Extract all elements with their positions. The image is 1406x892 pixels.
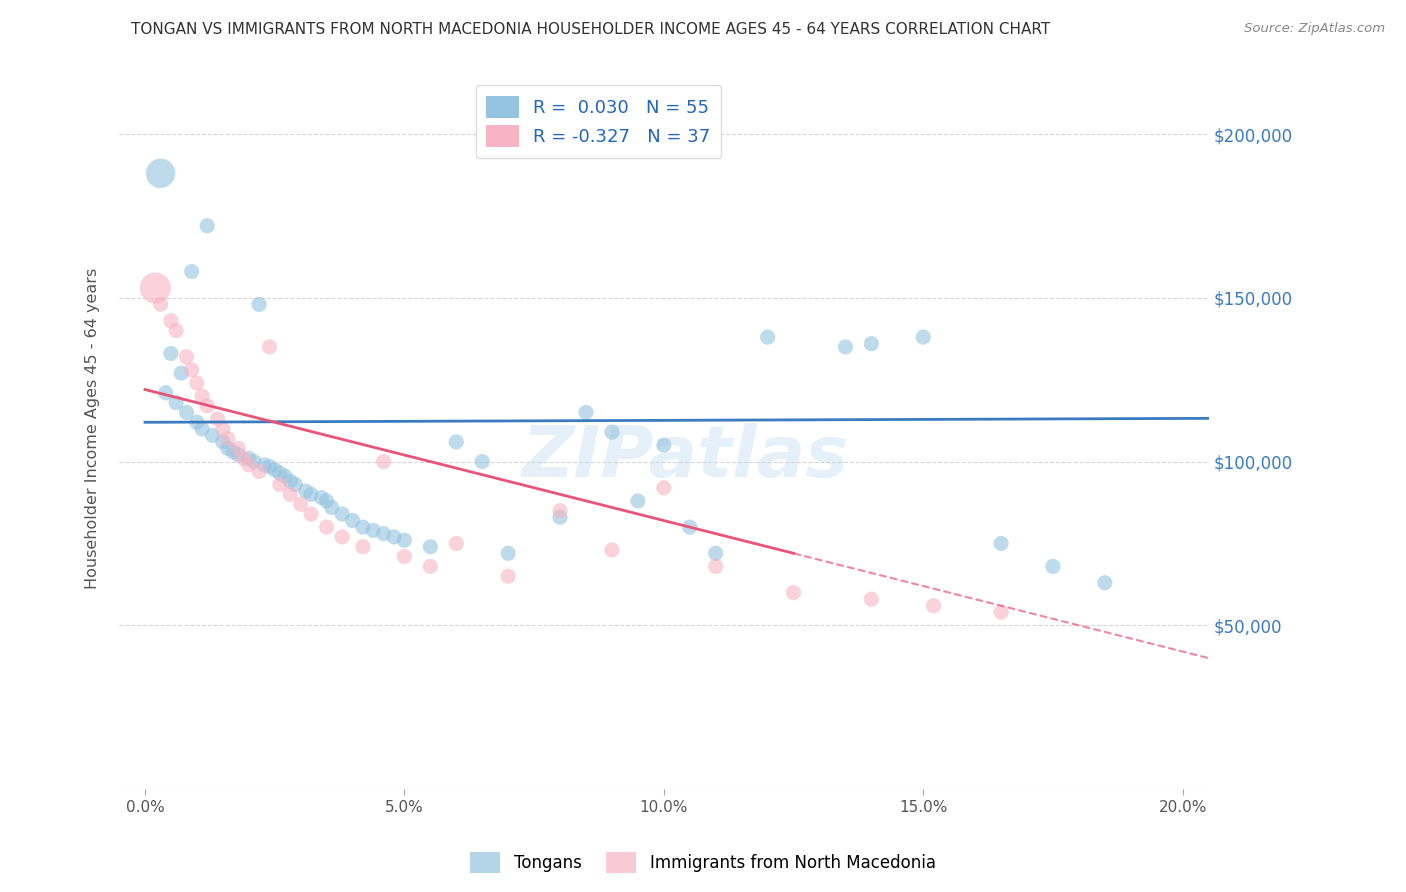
- Point: [195, 399, 218, 413]
- Point: [149, 166, 172, 180]
- Point: [600, 543, 623, 558]
- Point: [149, 297, 172, 311]
- Point: [299, 507, 322, 521]
- Point: [284, 477, 307, 491]
- Point: [1042, 559, 1064, 574]
- Point: [247, 464, 270, 478]
- Point: [228, 448, 250, 462]
- Point: [315, 494, 337, 508]
- Point: [756, 330, 779, 344]
- Point: [259, 340, 281, 354]
- Point: [180, 363, 202, 377]
- Point: [912, 330, 935, 344]
- Point: [1094, 575, 1116, 590]
- Point: [160, 346, 183, 360]
- Point: [145, 281, 167, 295]
- Point: [834, 340, 856, 354]
- Point: [679, 520, 702, 534]
- Point: [290, 497, 312, 511]
- Legend: Tongans, Immigrants from North Macedonia: Tongans, Immigrants from North Macedonia: [464, 846, 942, 880]
- Point: [176, 350, 198, 364]
- Point: [394, 533, 416, 548]
- Point: [238, 451, 260, 466]
- Point: [575, 405, 598, 419]
- Point: [419, 540, 441, 554]
- Point: [446, 434, 468, 449]
- Point: [548, 504, 571, 518]
- Y-axis label: Householder Income Ages 45 - 64 years: Householder Income Ages 45 - 64 years: [86, 268, 100, 590]
- Point: [330, 507, 353, 521]
- Point: [330, 530, 353, 544]
- Point: [217, 442, 239, 456]
- Point: [165, 324, 187, 338]
- Point: [180, 264, 202, 278]
- Point: [269, 477, 291, 491]
- Point: [373, 526, 395, 541]
- Point: [160, 314, 183, 328]
- Point: [263, 463, 285, 477]
- Point: [860, 336, 883, 351]
- Point: [342, 514, 364, 528]
- Point: [243, 454, 266, 468]
- Point: [278, 487, 301, 501]
- Point: [373, 454, 395, 468]
- Point: [228, 442, 250, 456]
- Point: [548, 510, 571, 524]
- Point: [253, 458, 276, 472]
- Point: [361, 524, 384, 538]
- Point: [191, 389, 214, 403]
- Text: Source: ZipAtlas.com: Source: ZipAtlas.com: [1244, 22, 1385, 36]
- Point: [247, 297, 270, 311]
- Point: [195, 219, 218, 233]
- Point: [990, 536, 1012, 550]
- Point: [652, 481, 675, 495]
- Point: [860, 592, 883, 607]
- Point: [652, 438, 675, 452]
- Point: [496, 546, 519, 560]
- Point: [269, 466, 291, 480]
- Text: ZIPatlas: ZIPatlas: [522, 423, 849, 492]
- Legend: R =  0.030   N = 55, R = -0.327   N = 37: R = 0.030 N = 55, R = -0.327 N = 37: [475, 85, 721, 158]
- Point: [299, 487, 322, 501]
- Point: [222, 444, 245, 458]
- Point: [165, 395, 187, 409]
- Point: [782, 585, 804, 599]
- Point: [295, 484, 318, 499]
- Point: [211, 422, 233, 436]
- Point: [446, 536, 468, 550]
- Point: [232, 451, 254, 466]
- Point: [382, 530, 405, 544]
- Point: [471, 454, 494, 468]
- Point: [176, 405, 198, 419]
- Point: [211, 434, 233, 449]
- Point: [186, 415, 208, 429]
- Point: [704, 546, 727, 560]
- Point: [321, 500, 343, 515]
- Point: [922, 599, 945, 613]
- Point: [259, 459, 281, 474]
- Text: TONGAN VS IMMIGRANTS FROM NORTH MACEDONIA HOUSEHOLDER INCOME AGES 45 - 64 YEARS : TONGAN VS IMMIGRANTS FROM NORTH MACEDONI…: [131, 22, 1050, 37]
- Point: [278, 475, 301, 489]
- Point: [352, 520, 374, 534]
- Point: [600, 425, 623, 439]
- Point: [315, 520, 337, 534]
- Point: [311, 491, 333, 505]
- Point: [627, 494, 650, 508]
- Point: [352, 540, 374, 554]
- Point: [990, 605, 1012, 619]
- Point: [238, 458, 260, 472]
- Point: [170, 366, 193, 380]
- Point: [704, 559, 727, 574]
- Point: [191, 422, 214, 436]
- Point: [186, 376, 208, 390]
- Point: [419, 559, 441, 574]
- Point: [274, 469, 297, 483]
- Point: [496, 569, 519, 583]
- Point: [217, 432, 239, 446]
- Point: [394, 549, 416, 564]
- Point: [207, 412, 229, 426]
- Point: [155, 385, 177, 400]
- Point: [201, 428, 224, 442]
